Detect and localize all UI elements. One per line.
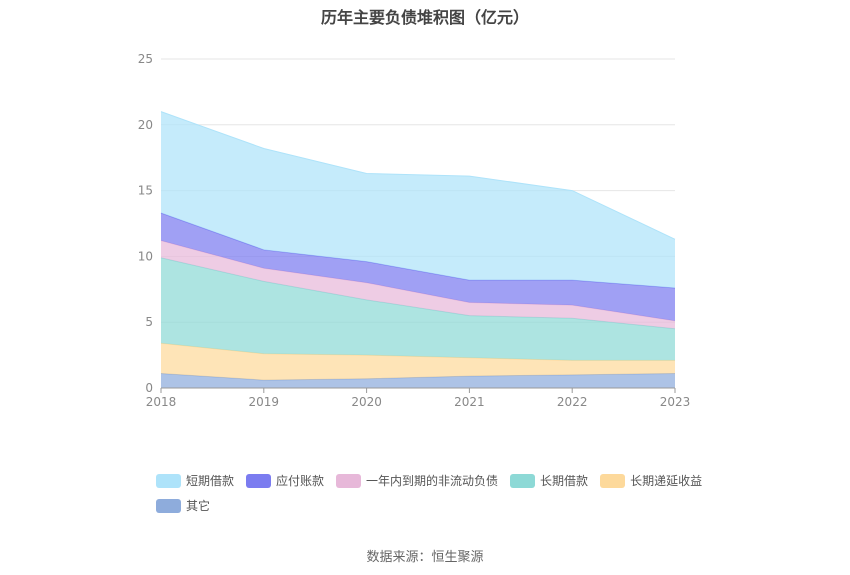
area-series-3[interactable]: [161, 240, 675, 329]
area-series-1[interactable]: [161, 343, 675, 381]
legend-swatch: [510, 473, 536, 488]
x-tick-label: 2020: [351, 395, 382, 409]
y-tick-label: 5: [145, 315, 153, 329]
legend: 短期借款 应付账款 一年内到期的非流动负债 长期借款 长期递延收益其它: [156, 472, 716, 514]
legend-swatch: [246, 473, 272, 488]
legend-item[interactable]: 其它: [156, 497, 210, 514]
x-tick-label: 2018: [146, 395, 177, 409]
y-tick-label: 25: [138, 52, 153, 66]
legend-label: 短期借款: [186, 474, 235, 488]
y-tick-label: 10: [138, 249, 153, 263]
legend-item[interactable]: 一年内到期的非流动负债: [336, 472, 498, 489]
legend-item[interactable]: 长期借款: [510, 472, 588, 489]
x-tick-label: 2019: [249, 395, 280, 409]
y-tick-label: 0: [145, 381, 153, 395]
legend-label: 一年内到期的非流动负债: [366, 474, 499, 488]
y-tick-label: 20: [138, 118, 153, 132]
area-series-edge-5: [160, 111, 676, 240]
legend-label: 其它: [186, 499, 211, 513]
y-tick-label: 15: [138, 184, 153, 198]
chart-title: 历年主要负债堆积图（亿元）: [320, 8, 529, 27]
area-series-2[interactable]: [161, 257, 675, 361]
area-series: [160, 111, 676, 388]
area-series-4[interactable]: [161, 212, 675, 321]
legend-label: 长期借款: [540, 474, 589, 488]
legend-swatch: [600, 473, 626, 488]
area-series-5[interactable]: [161, 111, 675, 288]
legend-item[interactable]: 长期递延收益: [600, 472, 702, 489]
legend-item[interactable]: 短期借款: [156, 472, 234, 489]
legend-label: 长期递延收益: [630, 474, 703, 488]
axes: 0 5 10 15 20 25 2018 2019 2020 2021 2022 2023: [138, 52, 691, 409]
x-tick-label: 2021: [454, 395, 485, 409]
legend-item[interactable]: 应付账款: [246, 472, 324, 489]
legend-label: 应付账款: [276, 474, 325, 488]
legend-swatch: [336, 473, 362, 488]
legend-swatch: [156, 498, 181, 513]
data-source-note: 数据来源：恒生聚源: [366, 550, 484, 565]
x-tick-label: 2022: [557, 395, 588, 409]
x-tick-label: 2023: [660, 395, 691, 409]
legend-swatch: [156, 473, 181, 488]
area-series-0[interactable]: [161, 373, 675, 388]
